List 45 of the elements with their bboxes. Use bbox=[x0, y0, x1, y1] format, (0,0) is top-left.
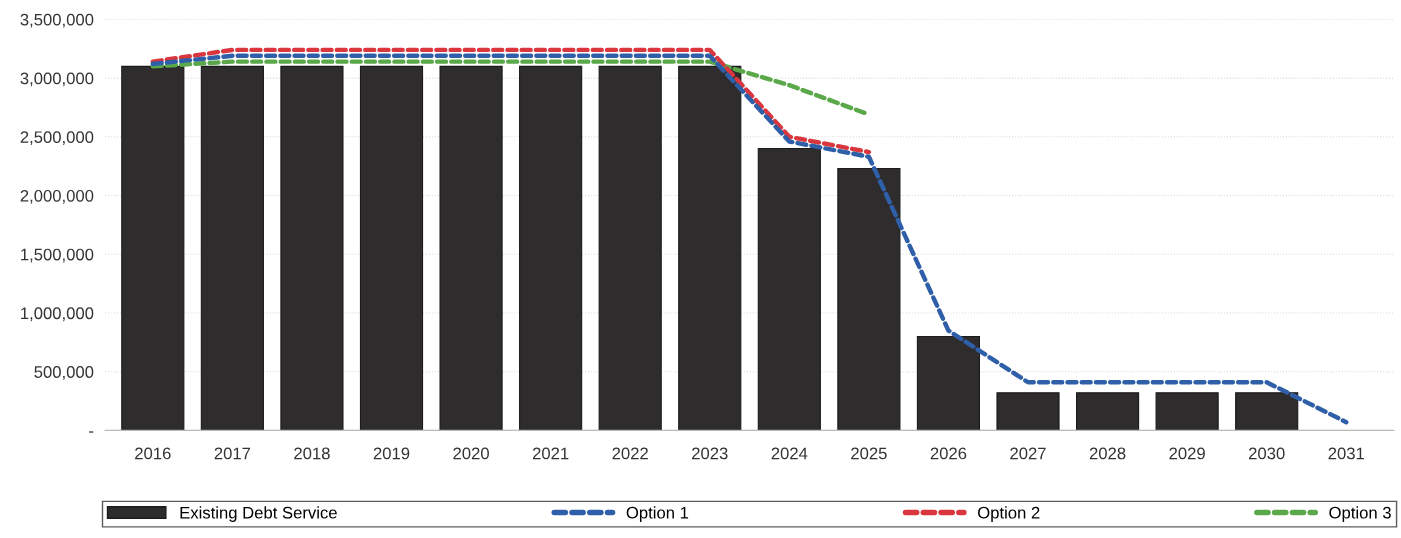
y-tick-label: 3,000,000 bbox=[20, 72, 94, 87]
x-tick-label: 2028 bbox=[1089, 447, 1126, 460]
x-tick-label: 2017 bbox=[214, 447, 251, 460]
legend-label: Option 2 bbox=[978, 506, 1040, 522]
x-tick-label: 2021 bbox=[532, 447, 569, 460]
x-tick-label: 2029 bbox=[1169, 447, 1205, 460]
x-tick-label: 2018 bbox=[294, 447, 330, 460]
bar bbox=[678, 65, 742, 431]
x-tick-label: 2019 bbox=[373, 447, 410, 460]
legend-label: Option 1 bbox=[626, 506, 689, 522]
bar bbox=[280, 65, 344, 431]
x-tick-label: 2024 bbox=[771, 447, 808, 460]
y-tick-label: 2,500,000 bbox=[20, 131, 94, 145]
x-tick-label: 2030 bbox=[1249, 447, 1285, 460]
y-tick-label: 1,500,000 bbox=[21, 248, 94, 263]
bar bbox=[837, 167, 901, 431]
bar bbox=[1235, 392, 1299, 431]
x-tick-label: 2031 bbox=[1328, 447, 1364, 460]
x-tick-label: 2020 bbox=[453, 447, 489, 460]
bar bbox=[359, 65, 424, 431]
bar bbox=[1155, 392, 1219, 431]
x-tick-label: 2027 bbox=[1010, 447, 1046, 460]
legend-label: Existing Debt Service bbox=[180, 506, 337, 522]
y-tick-label: - bbox=[89, 431, 94, 433]
bar bbox=[916, 335, 981, 431]
bar bbox=[996, 392, 1060, 431]
line-series bbox=[150, 53, 1349, 425]
y-tick-label: 2,000,000 bbox=[20, 189, 94, 204]
line-series bbox=[150, 47, 872, 155]
y-tick-label: 3,500,000 bbox=[20, 13, 94, 28]
y-tick-label: 500,000 bbox=[34, 366, 94, 380]
bar bbox=[200, 65, 264, 431]
bar bbox=[598, 65, 662, 431]
bar bbox=[757, 147, 821, 431]
x-tick-label: 2025 bbox=[851, 447, 887, 460]
bar bbox=[1075, 392, 1140, 431]
bar bbox=[519, 65, 583, 431]
x-tick-label: 2022 bbox=[612, 447, 648, 460]
bar bbox=[121, 65, 185, 431]
x-tick-label: 2016 bbox=[135, 447, 171, 460]
legend-label: Option 3 bbox=[1329, 506, 1391, 522]
bar bbox=[439, 65, 503, 431]
x-tick-label: 2023 bbox=[692, 447, 728, 460]
x-tick-label: 2026 bbox=[930, 447, 967, 460]
y-tick-label: 1,000,000 bbox=[21, 307, 94, 322]
